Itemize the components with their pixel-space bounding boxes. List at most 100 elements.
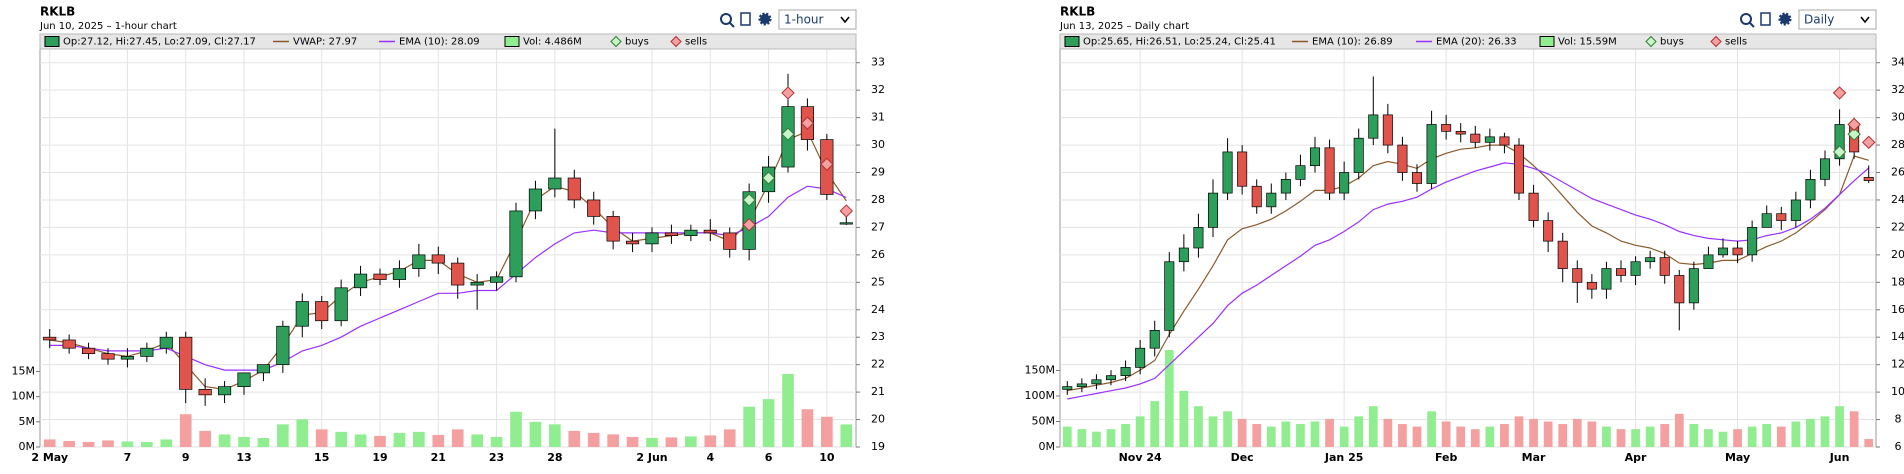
zoom-icon[interactable] [720, 13, 732, 25]
volume-bar [1383, 418, 1393, 447]
candle-body [626, 240, 640, 245]
volume-bar [1077, 429, 1087, 447]
candle-body [140, 347, 154, 357]
volume-bar [1325, 418, 1334, 447]
interval-select[interactable] [778, 9, 857, 30]
select-arrow [840, 16, 850, 24]
candle-body [1805, 179, 1816, 201]
candle-body [1237, 151, 1248, 187]
candle-body [1470, 133, 1481, 143]
interval-value: 1-hour [784, 13, 824, 27]
volume-bar [1092, 431, 1101, 447]
candle-body [295, 301, 309, 327]
candle-body [1193, 227, 1204, 249]
volume-bar [451, 429, 464, 447]
chart-title: RKLB [1060, 5, 1095, 19]
volume-bar [743, 406, 755, 447]
candle-body [1426, 124, 1437, 184]
volume-bar [199, 430, 211, 447]
candle-body [1747, 227, 1758, 256]
legend-swatch [1539, 36, 1555, 47]
volume-bar [1514, 416, 1524, 447]
candle-body [1266, 192, 1277, 208]
y-tick-label: 10 [1891, 385, 1904, 398]
candle-body [723, 232, 737, 250]
y-tick-label: 21 [871, 385, 885, 398]
candle-body [256, 364, 270, 374]
candle-body [276, 325, 290, 366]
y-tick-label: 18 [1891, 275, 1904, 288]
candle-body [1819, 158, 1831, 180]
volume-bar [490, 436, 503, 447]
x-tick-label: 23 [489, 451, 504, 464]
volume-bar [160, 439, 173, 447]
legend-marker [1645, 35, 1657, 48]
interval-select[interactable] [1798, 9, 1877, 30]
candle-body [1863, 176, 1874, 181]
volume-bar [1121, 424, 1130, 447]
candle-body [664, 232, 678, 236]
volume-tick-label: 0M [1039, 440, 1056, 453]
volume-bar [1558, 424, 1568, 447]
buy-marker [761, 171, 776, 185]
volume-bar [1223, 411, 1232, 447]
y-tick-label: 20 [871, 413, 885, 426]
candle-body [1295, 165, 1306, 180]
legend-label: Vol: 15.59M [1558, 37, 1617, 48]
page-icon[interactable] [740, 12, 751, 26]
y-tick-label: 22 [1891, 220, 1904, 233]
volume-bar [1179, 390, 1189, 447]
candle-body [1557, 240, 1568, 269]
chart-title: RKLB [40, 5, 75, 19]
settings-icon[interactable] [1778, 12, 1792, 26]
volume-bar [782, 373, 794, 447]
volume-bar [1587, 421, 1597, 447]
settings-icon[interactable] [758, 12, 772, 26]
volume-bar [335, 431, 347, 447]
volume-bar [587, 432, 600, 447]
volume-bar [1427, 411, 1436, 447]
volume-bar [1791, 421, 1801, 447]
y-tick-label: 23 [871, 330, 885, 343]
volume-bar [374, 435, 386, 447]
candle-body [1149, 329, 1160, 349]
volume-bar [1208, 416, 1218, 447]
candle-body [1368, 114, 1379, 139]
sell-marker [781, 86, 795, 100]
volume-bar [277, 424, 289, 447]
candle-body [1397, 144, 1408, 173]
x-tick-label: 2 May [31, 451, 68, 464]
volume-bar [1660, 424, 1670, 447]
volume-bar [1310, 421, 1320, 447]
y-tick-label: 27 [871, 220, 885, 233]
x-tick-label: Mar [1522, 451, 1546, 464]
volume-tick-label: 100M [1025, 389, 1056, 402]
legend-label: sells [1725, 37, 1747, 48]
volume-bar [296, 419, 309, 447]
sell-marker [800, 116, 815, 130]
y-tick-label: 20 [1891, 248, 1904, 261]
volume-bar [393, 432, 406, 447]
volume-bar [685, 436, 697, 447]
volume-bar [646, 437, 658, 447]
candle-body [548, 177, 562, 190]
volume-bar [1820, 416, 1830, 447]
volume-bar [510, 411, 522, 447]
volume-bar [1252, 424, 1262, 447]
candle-body [490, 276, 504, 283]
legend-label: EMA (10): 26.89 [1312, 37, 1393, 48]
page-icon[interactable] [1760, 12, 1771, 26]
volume-bar [1616, 429, 1626, 447]
y-tick-label: 33 [871, 56, 885, 69]
volume-bar [315, 429, 328, 447]
zoom-icon[interactable] [1740, 13, 1752, 25]
buy-marker [1847, 127, 1861, 141]
plot-area [39, 48, 857, 448]
volume-bar [1470, 429, 1480, 447]
candle-body [1382, 114, 1393, 146]
y-tick-label: 34 [1891, 56, 1904, 69]
volume-bar [723, 429, 736, 447]
candle-body [315, 301, 329, 322]
x-tick-label: Apr [1625, 451, 1647, 464]
buy-marker [742, 193, 756, 207]
